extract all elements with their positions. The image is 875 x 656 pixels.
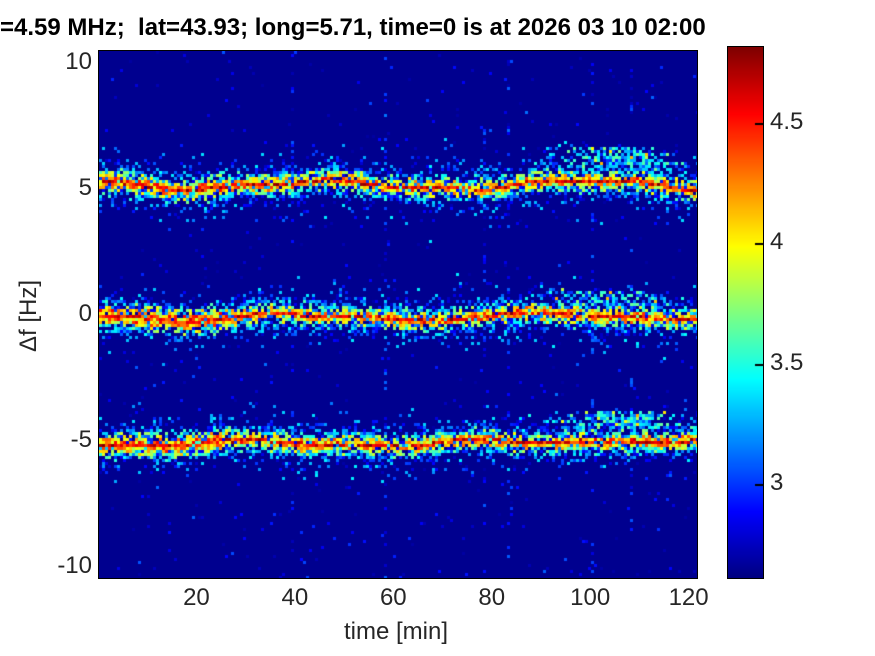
x-tick-label: 100 xyxy=(570,584,611,611)
y-tick-label: 0 xyxy=(78,299,92,327)
x-tick-label: 60 xyxy=(379,584,407,611)
spectrogram-canvas xyxy=(98,50,698,579)
x-axis-label: time [min] xyxy=(343,618,448,645)
colorbar-tick-label: 4.5 xyxy=(770,108,804,136)
colorbar-tick-label: 3.5 xyxy=(770,348,804,376)
colorbar-canvas xyxy=(727,46,764,579)
x-tick-label: 40 xyxy=(281,584,309,611)
x-tick-label: 20 xyxy=(183,584,210,611)
y-tick-label: -10 xyxy=(57,551,92,579)
y-tick-label: 5 xyxy=(78,173,92,201)
y-tick-label: -5 xyxy=(70,425,92,453)
colorbar-tick-label: 4 xyxy=(770,228,784,256)
colorbar-tick-label: 3 xyxy=(770,468,784,496)
x-tick-label: 120 xyxy=(668,584,709,611)
y-tick-label: 10 xyxy=(65,47,92,75)
plot-title: =4.59 MHz; lat=43.93; long=5.71, time=0 … xyxy=(0,14,706,41)
x-tick-label: 80 xyxy=(478,584,506,611)
